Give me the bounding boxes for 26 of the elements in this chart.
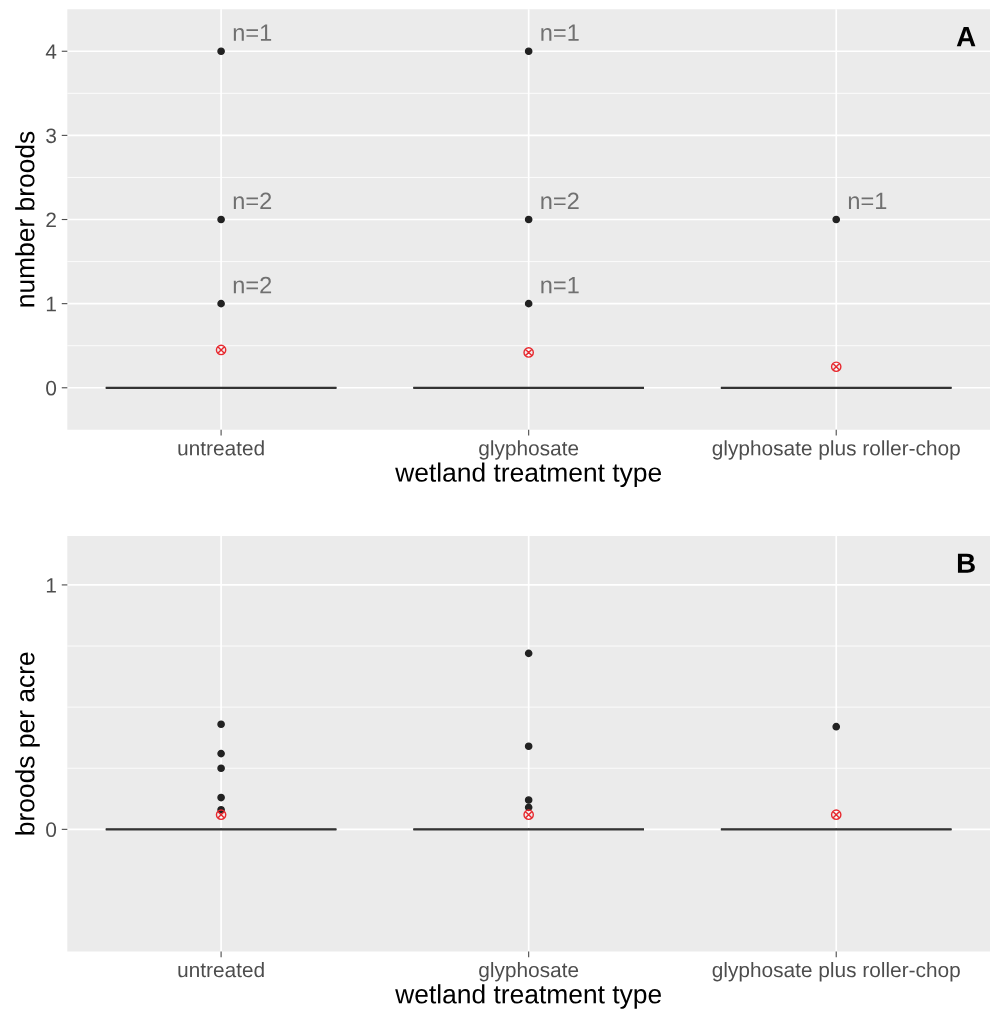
x-tick-label: glyphosate	[479, 961, 579, 982]
x-tick-label: untreated	[178, 961, 264, 978]
y-axis-title: number broods	[15, 131, 35, 307]
x-axis-title: wetland treatment type	[395, 984, 661, 1009]
annotation: n=1	[541, 276, 579, 294]
y-tick-label: 4	[45, 44, 57, 59]
x-axis-title: wetland treatment type	[395, 462, 661, 488]
y-tick-label: 0	[46, 380, 57, 396]
annotation: n=2	[541, 192, 579, 210]
annotation: n=1	[233, 24, 272, 41]
x-tick-label: untreated	[178, 440, 264, 456]
y-tick-label: 0	[46, 822, 57, 838]
y-tick-label: 1	[46, 578, 56, 593]
x-tick-label: glyphosate plus roller-chop	[712, 440, 960, 460]
x-tick-label: glyphosate plus roller-chop	[712, 961, 960, 982]
y-tick-label: 2	[46, 212, 56, 228]
y-tick-label: 3	[46, 128, 56, 144]
annotation: n=2	[233, 276, 272, 294]
annotation: B	[957, 553, 975, 573]
annotation: A	[956, 27, 976, 47]
annotation: n=1	[848, 192, 887, 210]
annotation: n=2	[233, 192, 272, 210]
y-axis-title: broods per acre	[15, 652, 40, 835]
y-tick-label: 1	[46, 296, 56, 312]
annotation: n=1	[541, 24, 579, 41]
x-tick-label: glyphosate	[479, 440, 579, 460]
